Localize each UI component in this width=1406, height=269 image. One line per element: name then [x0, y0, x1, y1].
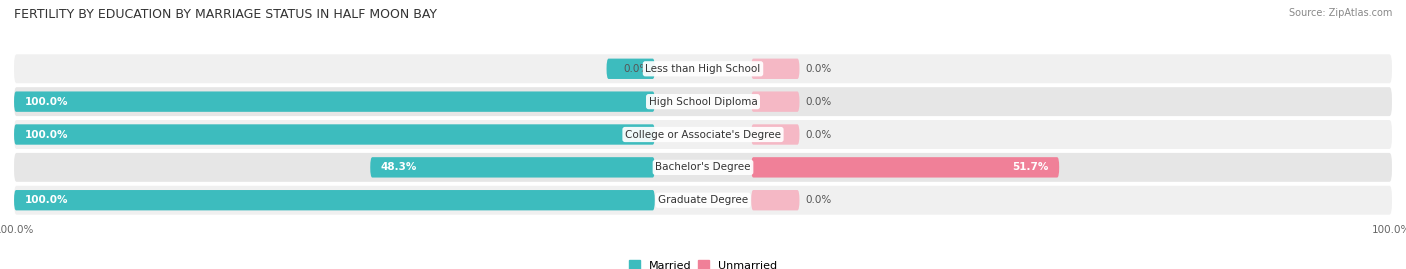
FancyBboxPatch shape	[14, 54, 1392, 83]
Text: 51.7%: 51.7%	[1012, 162, 1049, 172]
FancyBboxPatch shape	[14, 91, 655, 112]
FancyBboxPatch shape	[14, 190, 655, 210]
Text: 0.0%: 0.0%	[806, 195, 831, 205]
FancyBboxPatch shape	[14, 186, 1392, 215]
Text: Graduate Degree: Graduate Degree	[658, 195, 748, 205]
Text: 0.0%: 0.0%	[806, 64, 831, 74]
Text: FERTILITY BY EDUCATION BY MARRIAGE STATUS IN HALF MOON BAY: FERTILITY BY EDUCATION BY MARRIAGE STATU…	[14, 8, 437, 21]
Text: 100.0%: 100.0%	[24, 195, 67, 205]
FancyBboxPatch shape	[14, 124, 655, 145]
Text: 0.0%: 0.0%	[623, 64, 650, 74]
FancyBboxPatch shape	[751, 91, 800, 112]
FancyBboxPatch shape	[14, 120, 1392, 149]
FancyBboxPatch shape	[751, 157, 1059, 178]
FancyBboxPatch shape	[14, 153, 1392, 182]
Text: College or Associate's Degree: College or Associate's Degree	[626, 129, 780, 140]
FancyBboxPatch shape	[751, 59, 800, 79]
FancyBboxPatch shape	[751, 190, 800, 210]
Text: Bachelor's Degree: Bachelor's Degree	[655, 162, 751, 172]
Text: Less than High School: Less than High School	[645, 64, 761, 74]
FancyBboxPatch shape	[606, 59, 655, 79]
Text: Source: ZipAtlas.com: Source: ZipAtlas.com	[1288, 8, 1392, 18]
Text: 100.0%: 100.0%	[24, 129, 67, 140]
FancyBboxPatch shape	[370, 157, 655, 178]
Text: High School Diploma: High School Diploma	[648, 97, 758, 107]
Text: 100.0%: 100.0%	[24, 97, 67, 107]
Legend: Married, Unmarried: Married, Unmarried	[624, 256, 782, 269]
FancyBboxPatch shape	[751, 124, 800, 145]
Text: 0.0%: 0.0%	[806, 97, 831, 107]
Text: 48.3%: 48.3%	[381, 162, 418, 172]
Text: 0.0%: 0.0%	[806, 129, 831, 140]
FancyBboxPatch shape	[14, 87, 1392, 116]
